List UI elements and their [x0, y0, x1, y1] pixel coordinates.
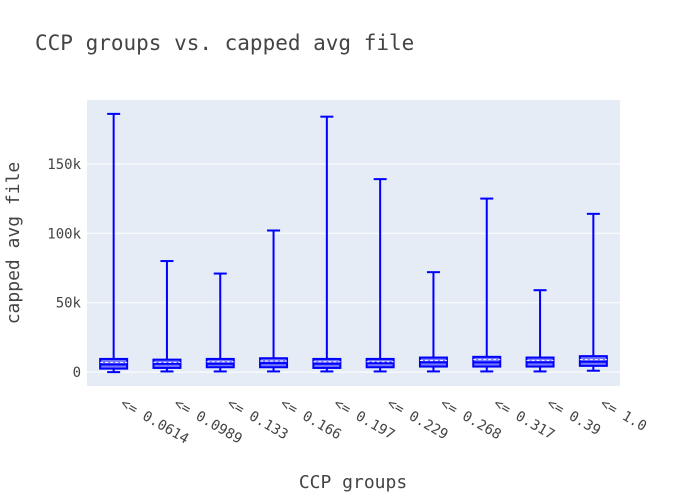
plot-area [87, 100, 620, 386]
y-tick-label: 100k [47, 226, 81, 242]
y-tick-label: 150k [47, 157, 81, 173]
box-plot [418, 271, 448, 373]
y-axis: 0 50k 100k 150k [47, 157, 81, 381]
y-tick-label: 0 [73, 365, 81, 381]
y-axis-title: capped avg file [3, 162, 24, 325]
chart-title: CCP groups vs. capped avg file [35, 31, 414, 55]
x-axis-title: CCP groups [299, 472, 407, 493]
box-plot [152, 260, 182, 373]
box-plot [312, 115, 342, 373]
box-plot [365, 178, 395, 373]
x-axis: <= 0.0614<= 0.0989<= 0.133<= 0.166<= 0.1… [118, 396, 650, 448]
box-plot [525, 289, 555, 373]
box-series [99, 112, 608, 374]
box-plot [259, 229, 289, 373]
box-plot [99, 112, 129, 374]
box-plot [578, 212, 608, 372]
y-tick-label: 50k [56, 296, 82, 312]
grid-lines [87, 163, 620, 373]
x-tick-label: <= 1.0 [597, 396, 649, 435]
box-plot [205, 272, 235, 373]
box-plot [472, 197, 502, 373]
